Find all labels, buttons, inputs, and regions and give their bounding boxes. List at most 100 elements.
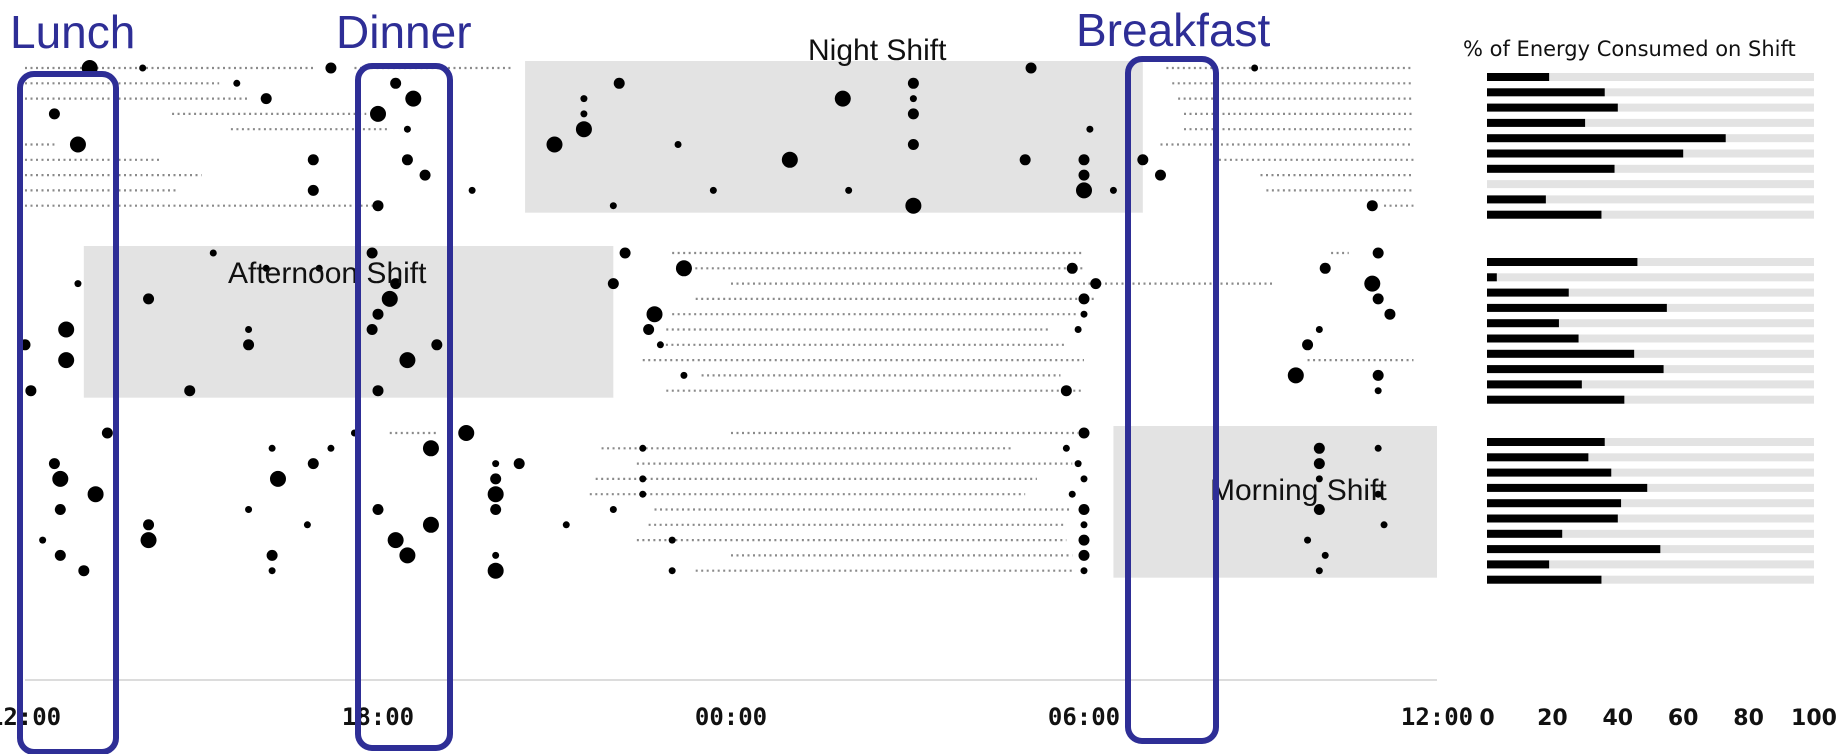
shift-bands (83, 61, 1437, 578)
meal-dot (1302, 339, 1314, 351)
meal-dot (492, 460, 500, 468)
meal-dot (315, 264, 323, 272)
meal-dot (390, 77, 402, 89)
meal-dot (1078, 427, 1090, 439)
time-axis-ticks: 12:00 18:00 00:00 06:00 12:00 (0, 703, 1473, 731)
time-tick-label: 12:00 (1401, 703, 1473, 731)
meal-dot (709, 186, 717, 194)
energy-bar (1487, 103, 1618, 112)
energy-bar (1487, 395, 1625, 404)
meal-dot (1315, 326, 1323, 333)
meal-dot (668, 536, 676, 544)
meal-dot (399, 352, 416, 369)
shift-band (1113, 426, 1437, 578)
bar-tick-label: 80 (1733, 706, 1764, 731)
meal-dot (1364, 275, 1381, 292)
meal-dot (1315, 567, 1323, 575)
energy-bar (1487, 118, 1586, 127)
lunch-highlight-box (17, 71, 119, 754)
meal-dot (184, 385, 196, 397)
meal-dot (1086, 125, 1094, 133)
meal-dot (575, 121, 592, 138)
meal-dot (209, 249, 217, 257)
meal-dot (1384, 308, 1396, 320)
bar-track (1487, 73, 1814, 81)
meal-dot (405, 90, 422, 107)
energy-bar (1487, 499, 1622, 508)
meal-dot (639, 490, 647, 498)
meal-dot (609, 506, 617, 513)
meal-dot (490, 473, 502, 485)
dinner-label: Dinner (336, 6, 472, 58)
meal-dot (1074, 326, 1082, 333)
meal-dot (431, 339, 443, 351)
energy-bar (1487, 210, 1602, 219)
bar-tick-label: 0 (1479, 706, 1494, 731)
meal-dots (19, 60, 1396, 579)
bar-track (1487, 288, 1814, 297)
meal-dot (1315, 475, 1323, 483)
meal-dot (69, 136, 86, 153)
energy-bar (1487, 334, 1579, 343)
meal-dot (325, 62, 337, 74)
meal-dot (303, 521, 311, 529)
energy-bar (1487, 288, 1569, 297)
bar-track (1487, 514, 1814, 523)
meal-dot (52, 470, 69, 487)
meal-dot (1076, 182, 1092, 199)
meal-dot (372, 200, 384, 212)
meal-dot (390, 278, 402, 290)
meal-dot (143, 519, 155, 531)
meal-dot (233, 79, 241, 87)
shift-label: Night Shift (808, 34, 947, 67)
meal-dot (25, 385, 37, 397)
meal-dot (909, 95, 917, 103)
shift-label: Afternoon Shift (228, 257, 427, 290)
meal-dot (781, 151, 798, 168)
meal-dot (1080, 475, 1088, 483)
energy-bar (1487, 303, 1667, 312)
energy-bar (1487, 529, 1563, 538)
meal-dot (668, 567, 676, 575)
meal-dot (562, 521, 570, 529)
energy-bar (1487, 273, 1497, 282)
bar-axis-ticks: 0 20 40 60 80 100 (1479, 706, 1837, 731)
bar-track (1487, 349, 1814, 358)
meal-dot (372, 308, 384, 320)
meal-dot (1372, 293, 1384, 305)
meal-dot (39, 536, 47, 544)
energy-bar (1487, 514, 1618, 523)
energy-bar (1487, 258, 1638, 266)
bar-track (1487, 195, 1814, 204)
meal-dot (1304, 536, 1312, 544)
meal-dot (1019, 154, 1031, 166)
energy-bar (1487, 365, 1664, 374)
bar-tick-label: 60 (1668, 706, 1699, 731)
meal-dot (1066, 262, 1078, 274)
bar-track (1487, 560, 1814, 569)
meal-dot (492, 551, 500, 559)
meal-dot (245, 326, 253, 333)
meal-dot (54, 549, 66, 561)
time-tick-label: 00:00 (695, 703, 767, 731)
bar-track (1487, 380, 1814, 389)
bar-track (1487, 483, 1814, 492)
meal-dot (907, 108, 919, 120)
meal-dot (87, 486, 104, 503)
bar-track (1487, 258, 1814, 266)
meal-dot (845, 186, 853, 194)
meal-dot (907, 139, 919, 150)
meal-dot (1372, 369, 1384, 381)
meal-dot (403, 125, 411, 133)
meal-dot (58, 352, 75, 369)
meal-dot (387, 532, 404, 549)
meal-dot (1080, 521, 1088, 529)
meal-dot (674, 141, 682, 148)
meal-dot (1109, 186, 1117, 194)
meal-dot (307, 154, 319, 166)
meal-dot (422, 516, 439, 533)
meal-dot (1251, 64, 1259, 72)
time-tick-label: 12:00 (0, 703, 61, 731)
meal-dot (268, 444, 276, 452)
meal-dot (268, 567, 276, 575)
